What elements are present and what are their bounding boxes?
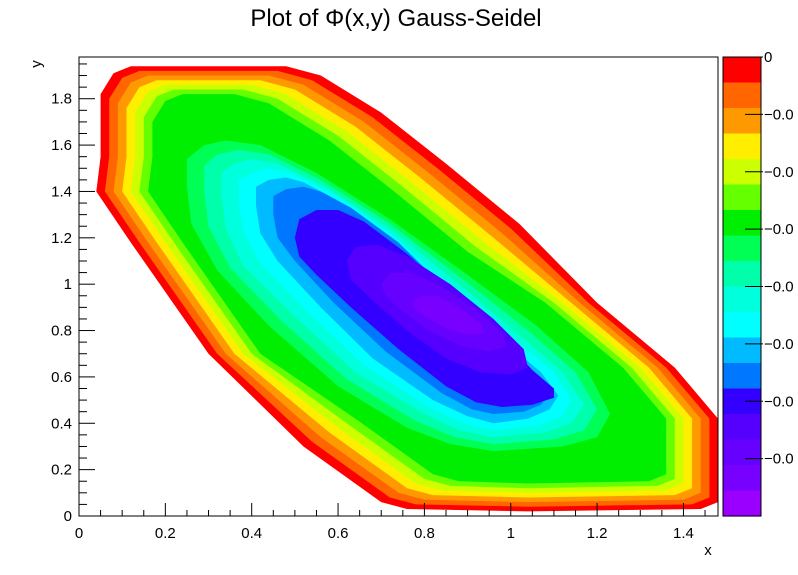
colorbar-swatch	[723, 312, 761, 339]
colorbar-swatch	[723, 490, 761, 517]
y-tick-label: 1	[64, 276, 72, 293]
colorbar-swatch	[723, 133, 761, 160]
colorbar-swatch	[723, 439, 761, 466]
contour-band-16	[411, 295, 485, 336]
y-tick-label: 0	[64, 508, 72, 525]
y-axis: 0 0.2 0.4 0.6 0.8 1 1.2 1.4 1.6 1.8	[51, 63, 95, 525]
colorbar-swatch	[723, 108, 761, 135]
y-tick-label: 0.6	[51, 369, 72, 386]
x-tick-label: 1	[507, 525, 515, 542]
x-tick-label: 0	[75, 525, 83, 542]
x-tick-label: 0.4	[241, 525, 262, 542]
colorbar-swatch	[723, 57, 761, 84]
colorbar-swatch	[723, 414, 761, 441]
colorbar-label: −0.0	[764, 221, 794, 238]
y-tick-label: 0.8	[51, 323, 72, 340]
colorbar-swatch	[723, 261, 761, 288]
y-tick-label: 0.4	[51, 415, 72, 432]
colorbar-swatch	[723, 465, 761, 492]
x-tick-label: 0.8	[414, 525, 435, 542]
y-tick-label: 1.6	[51, 137, 72, 154]
colorbar-label: −0.0	[764, 393, 794, 410]
colorbar-label: −0.0	[764, 279, 794, 296]
y-tick-label: 1.4	[51, 183, 72, 200]
y-axis-label: y	[28, 60, 45, 68]
colorbar-label: −0.0	[764, 106, 794, 123]
colorbar-label: −0.0	[764, 336, 794, 353]
colorbar-label: 0	[764, 49, 772, 66]
chart-title: Plot of Φ(x,y) Gauss-Seidel	[250, 5, 541, 32]
x-tick-label: 1.4	[673, 525, 694, 542]
x-tick-label: 0.2	[155, 525, 176, 542]
contour-layer	[96, 66, 719, 512]
colorbar-swatch	[723, 363, 761, 390]
x-tick-label: 1.2	[587, 525, 608, 542]
colorbar-label: −0.0	[764, 164, 794, 181]
colorbar-swatch	[723, 286, 761, 313]
colorbar-swatch	[723, 82, 761, 109]
x-axis-label: x	[704, 542, 712, 559]
y-tick-label: 1.8	[51, 91, 72, 108]
colorbar-swatch	[723, 184, 761, 211]
y-tick-label: 1.2	[51, 230, 72, 247]
colorbar-swatch	[723, 235, 761, 262]
colorbar-swatch	[723, 210, 761, 237]
colorbar-label: −0.0	[764, 451, 794, 468]
x-axis: 0 0.2 0.4 0.6 0.8 1 1.2 1.4	[75, 503, 706, 542]
x-tick-label: 0.6	[328, 525, 349, 542]
y-tick-label: 0.2	[51, 462, 72, 479]
colorbar-swatch	[723, 337, 761, 364]
plot-frame	[78, 56, 719, 517]
colorbar: 0 −0.0 −0.0 −0.0 −0.0 −0.0 −0.0 −0.0	[722, 49, 794, 517]
